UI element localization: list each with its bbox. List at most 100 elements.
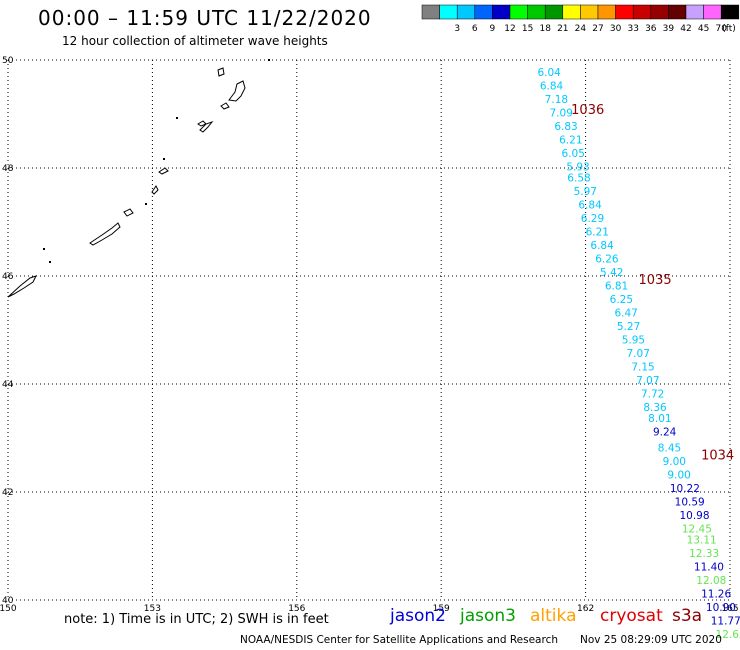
scale-label: 12 [504, 24, 515, 34]
wave-height-value: 7.18 [545, 94, 568, 106]
pass-id-label: 1036 [571, 103, 604, 118]
coastline [7, 59, 270, 298]
scale-label: 21 [557, 24, 568, 34]
wave-height-value: 6.21 [586, 227, 609, 239]
wave-height-color-scale: 3 6 9 12 15 18 21 24 27 30 33 36 39 42 45 70(ft) [421, 4, 740, 34]
wave-height-observations: 6.046.847.187.096.836.216.055.936.585.97… [537, 67, 740, 641]
wave-height-value: 6.81 [605, 281, 628, 293]
island-outline [197, 120, 207, 127]
lon-tick-label: 150 [0, 604, 17, 614]
wave-height-value: 11.26 [701, 588, 731, 600]
wave-height-value: 12.08 [696, 575, 726, 587]
wave-height-value: 6.05 [562, 148, 585, 160]
satellite-legend-cryosat: cryosat [600, 606, 663, 626]
wave-height-value: 7.15 [631, 362, 654, 374]
island-outline [199, 120, 214, 133]
island-outline [228, 80, 246, 102]
wave-height-value: 6.21 [559, 135, 582, 147]
page-subtitle: 12 hour collection of altimeter wave hei… [62, 34, 328, 48]
scale-label: 45 [698, 24, 709, 34]
satellite-legend-s3a: s3a [672, 606, 703, 626]
wave-height-value: 7.07 [627, 348, 650, 360]
scale-label: 27 [592, 24, 603, 34]
generation-timestamp: Nov 25 08:29:09 UTC 2020 [580, 634, 722, 646]
lon-tick-label: 156 [288, 604, 305, 614]
lat-tick-label: 42 [2, 488, 13, 498]
islet-dot [176, 117, 178, 119]
wave-height-value: 11.77 [711, 615, 740, 627]
wave-height-value: 9.00 [667, 470, 690, 482]
pass-id-label: 1035 [639, 273, 672, 288]
scale-label: 30 [610, 24, 622, 34]
scale-unit: (ft) [722, 24, 736, 34]
wave-height-value: 12.65 [716, 629, 740, 641]
wave-height-value: 13.11 [687, 534, 717, 546]
wave-height-value: 9.00 [663, 456, 686, 468]
wave-height-value: 5.42 [600, 267, 623, 279]
wave-height-value: 6.47 [614, 308, 637, 320]
scale-label: 42 [680, 24, 691, 34]
lat-tick-label: 44 [2, 380, 14, 390]
islet-dot [268, 59, 270, 61]
wave-height-value: 7.07 [636, 375, 659, 387]
islet-dot [163, 158, 165, 160]
wave-height-value: 10.59 [675, 497, 705, 509]
wave-height-value: 6.58 [567, 173, 590, 185]
page-title: 00:00 – 11:59 UTC 11/22/2020 [38, 6, 372, 30]
island-outline [220, 102, 230, 110]
lon-tick-label: 153 [144, 604, 161, 614]
islet-dot [145, 203, 147, 205]
wave-height-value: 7.09 [550, 108, 573, 120]
wave-height-value: 8.36 [643, 402, 667, 414]
wave-height-value: 5.93 [566, 162, 589, 174]
satellite-legend-jason2: jason2 [390, 606, 446, 626]
scale-label: 18 [539, 24, 551, 34]
scale-label: 39 [663, 24, 675, 34]
islet-dot [49, 261, 51, 263]
satellite-legend-altika: altika [530, 606, 577, 626]
wave-height-value: 5.27 [617, 321, 640, 333]
wave-height-value: 6.29 [581, 213, 604, 225]
wave-height-value: 10.90 [706, 602, 736, 614]
lat-tick-label: 46 [2, 272, 14, 282]
island-outline [7, 275, 37, 298]
scale-label: 70 [715, 24, 727, 34]
wave-height-value: 7.72 [641, 389, 664, 401]
axis-tick-labels: 150 153 156 159 162 165 40 42 44 46 48 50 [0, 56, 739, 614]
wave-height-value: 8.01 [648, 413, 671, 425]
wave-height-value: 6.25 [610, 294, 633, 306]
island-outline [217, 67, 225, 77]
wave-height-value: 11.40 [694, 561, 724, 573]
lat-tick-label: 50 [2, 56, 14, 66]
lon-tick-label: 159 [433, 604, 450, 614]
lat-tick-label: 48 [2, 164, 14, 174]
satellite-legend-jason3: jason3 [460, 606, 516, 626]
wave-height-value: 6.84 [590, 240, 614, 252]
scale-label: 9 [490, 24, 496, 34]
wave-height-value: 6.84 [578, 200, 602, 212]
island-outline [123, 208, 134, 217]
orbit-pass-labels: 1036 1035 1034 [571, 103, 734, 464]
wave-height-value: 6.26 [595, 254, 619, 266]
scale-label: 24 [575, 24, 587, 34]
lon-tick-label: 165 [721, 604, 738, 614]
map-grid [7, 59, 731, 601]
wave-height-value: 5.95 [622, 335, 645, 347]
wave-height-value: 10.22 [670, 483, 700, 495]
wave-height-value: 5.97 [574, 186, 597, 198]
wave-height-value: 9.24 [653, 426, 677, 438]
scale-label: 36 [645, 24, 657, 34]
wave-height-value: 6.83 [554, 121, 577, 133]
credit-line: NOAA/NESDIS Center for Satellite Applica… [240, 634, 558, 646]
pass-id-label: 1034 [701, 449, 734, 464]
lon-tick-label: 162 [577, 604, 594, 614]
island-outline [89, 222, 121, 246]
lat-tick-label: 40 [2, 596, 14, 606]
islet-dot [43, 248, 45, 250]
scale-label: 3 [454, 24, 460, 34]
footnote: note: 1) Time is in UTC; 2) SWH is in fe… [64, 612, 329, 627]
wave-height-value: 12.45 [682, 524, 712, 536]
wave-height-value: 8.45 [658, 443, 681, 455]
island-outline [158, 167, 169, 175]
